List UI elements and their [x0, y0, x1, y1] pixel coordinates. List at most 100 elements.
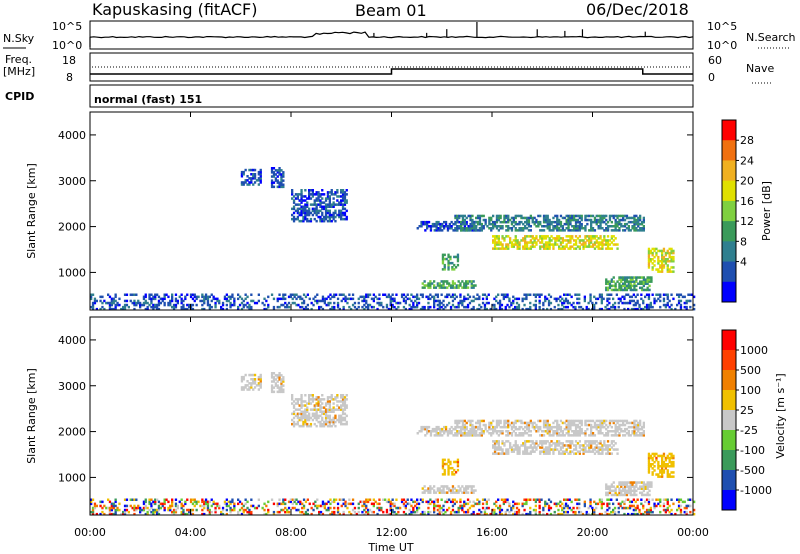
velocity-echo-cell — [599, 421, 602, 425]
velocity-echo-cell — [437, 432, 440, 435]
velocity-echo-cell — [122, 510, 125, 514]
velocity-echo-cell — [666, 463, 669, 466]
power-echo-cell — [552, 229, 555, 232]
velocity-echo-cell — [435, 427, 438, 431]
power-echo-cell — [452, 222, 455, 226]
velocity-echo-cell — [566, 510, 569, 514]
power-echo-cell — [457, 301, 460, 305]
power-echo-cell — [619, 299, 622, 303]
power-echo-cell — [453, 305, 456, 309]
power-echo-cell — [443, 220, 446, 224]
velocity-echo-cell — [573, 452, 576, 455]
velocity-echo-cell — [582, 450, 585, 453]
velocity-echo-cell — [629, 481, 632, 484]
velocity-echo-cell — [558, 434, 561, 437]
power-echo-cell — [454, 222, 457, 226]
power-echo-cell — [634, 307, 637, 311]
power-echo-cell — [319, 215, 322, 219]
velocity-echo-cell — [142, 500, 146, 504]
power-echo-cell — [206, 295, 210, 299]
power-echo-cell — [657, 260, 660, 263]
power-echo-cell — [503, 239, 506, 242]
velocity-echo-cell — [265, 504, 268, 508]
velocity-echo-cell — [589, 498, 592, 501]
velocity-echo-cell — [159, 506, 162, 510]
velocity-echo-cell — [622, 483, 625, 486]
velocity-echo-cell — [478, 419, 482, 423]
velocity-echo-cell — [605, 491, 608, 495]
power-echo-cell — [404, 301, 407, 305]
power-echo-cell — [651, 293, 654, 296]
velocity-echo-cell — [176, 504, 179, 508]
velocity-echo-cell — [598, 500, 602, 504]
velocity-echo-cell — [529, 452, 532, 455]
power-echo-cell — [492, 235, 495, 238]
velocity-echo-cell — [478, 508, 481, 512]
velocity-echo-cell — [608, 489, 612, 493]
velocity-echo-cell — [593, 452, 597, 455]
power-echo-cell — [445, 257, 448, 261]
velocity-echo-cell — [101, 510, 104, 514]
power-echo-cell — [574, 247, 578, 250]
velocity-echo-cell — [542, 425, 546, 429]
velocity-echo-cell — [557, 508, 560, 512]
velocity-echo-cell — [328, 400, 331, 403]
power-echo-cell — [152, 303, 155, 307]
power-echo-cell — [294, 217, 298, 221]
velocity-echo-cell — [523, 502, 526, 506]
power-echo-cell — [666, 270, 669, 273]
power-echo-cell — [476, 229, 480, 232]
power-echo-cell — [616, 222, 619, 226]
velocity-echo-cell — [270, 388, 274, 391]
power-echo-cell — [648, 280, 651, 283]
velocity-echo-cell — [655, 458, 658, 462]
velocity-echo-cell — [108, 510, 112, 514]
power-echo-cell — [499, 241, 502, 244]
velocity-echo-cell — [605, 432, 608, 435]
power-echo-cell — [389, 295, 392, 299]
velocity-echo-cell — [507, 425, 510, 429]
velocity-echo-cell — [666, 465, 669, 468]
power-echo-cell — [442, 280, 445, 283]
velocity-echo-cell — [637, 427, 640, 431]
power-echo-cell — [627, 284, 630, 288]
velocity-echo-cell — [257, 378, 260, 381]
velocity-echo-cell — [267, 510, 270, 514]
power-echo-cell — [316, 299, 319, 303]
power-echo-cell — [563, 239, 566, 242]
colorbar-tick-label: 8 — [740, 235, 747, 248]
velocity-echo-cell — [296, 422, 299, 426]
velocity-echo-cell — [620, 483, 623, 486]
velocity-echo-cell — [659, 498, 662, 501]
power-echo-cell — [313, 199, 316, 202]
power-echo-cell — [444, 220, 448, 224]
velocity-echo-cell — [412, 508, 415, 512]
velocity-echo-cell — [527, 423, 531, 427]
velocity-echo-cell — [524, 450, 527, 453]
power-echo-cell — [493, 297, 496, 301]
power-echo-cell — [242, 173, 245, 176]
velocity-echo-cell — [146, 510, 149, 514]
velocity-echo-cell — [590, 427, 593, 431]
power-echo-cell — [586, 239, 589, 242]
power-echo-cell — [599, 247, 602, 250]
power-echo-cell — [500, 303, 504, 307]
velocity-echo-cell — [240, 380, 244, 383]
velocity-echo-cell — [586, 427, 589, 431]
velocity-echo-cell — [453, 510, 456, 514]
power-echo-cell — [620, 280, 623, 283]
velocity-echo-cell — [421, 512, 424, 516]
power-echo-cell — [593, 307, 596, 311]
velocity-echo-cell — [585, 510, 588, 514]
power-echo-cell — [459, 301, 462, 305]
velocity-echo-cell — [116, 508, 119, 512]
velocity-echo-cell — [529, 498, 532, 501]
power-echo-cell — [647, 247, 651, 251]
power-echo-cell — [670, 293, 673, 296]
velocity-echo-cell — [568, 498, 571, 501]
velocity-echo-cell — [338, 414, 341, 418]
velocity-echo-cell — [614, 442, 617, 445]
power-echo-cell — [687, 293, 690, 296]
power-echo-cell — [476, 216, 480, 220]
velocity-echo-cell — [253, 378, 257, 381]
